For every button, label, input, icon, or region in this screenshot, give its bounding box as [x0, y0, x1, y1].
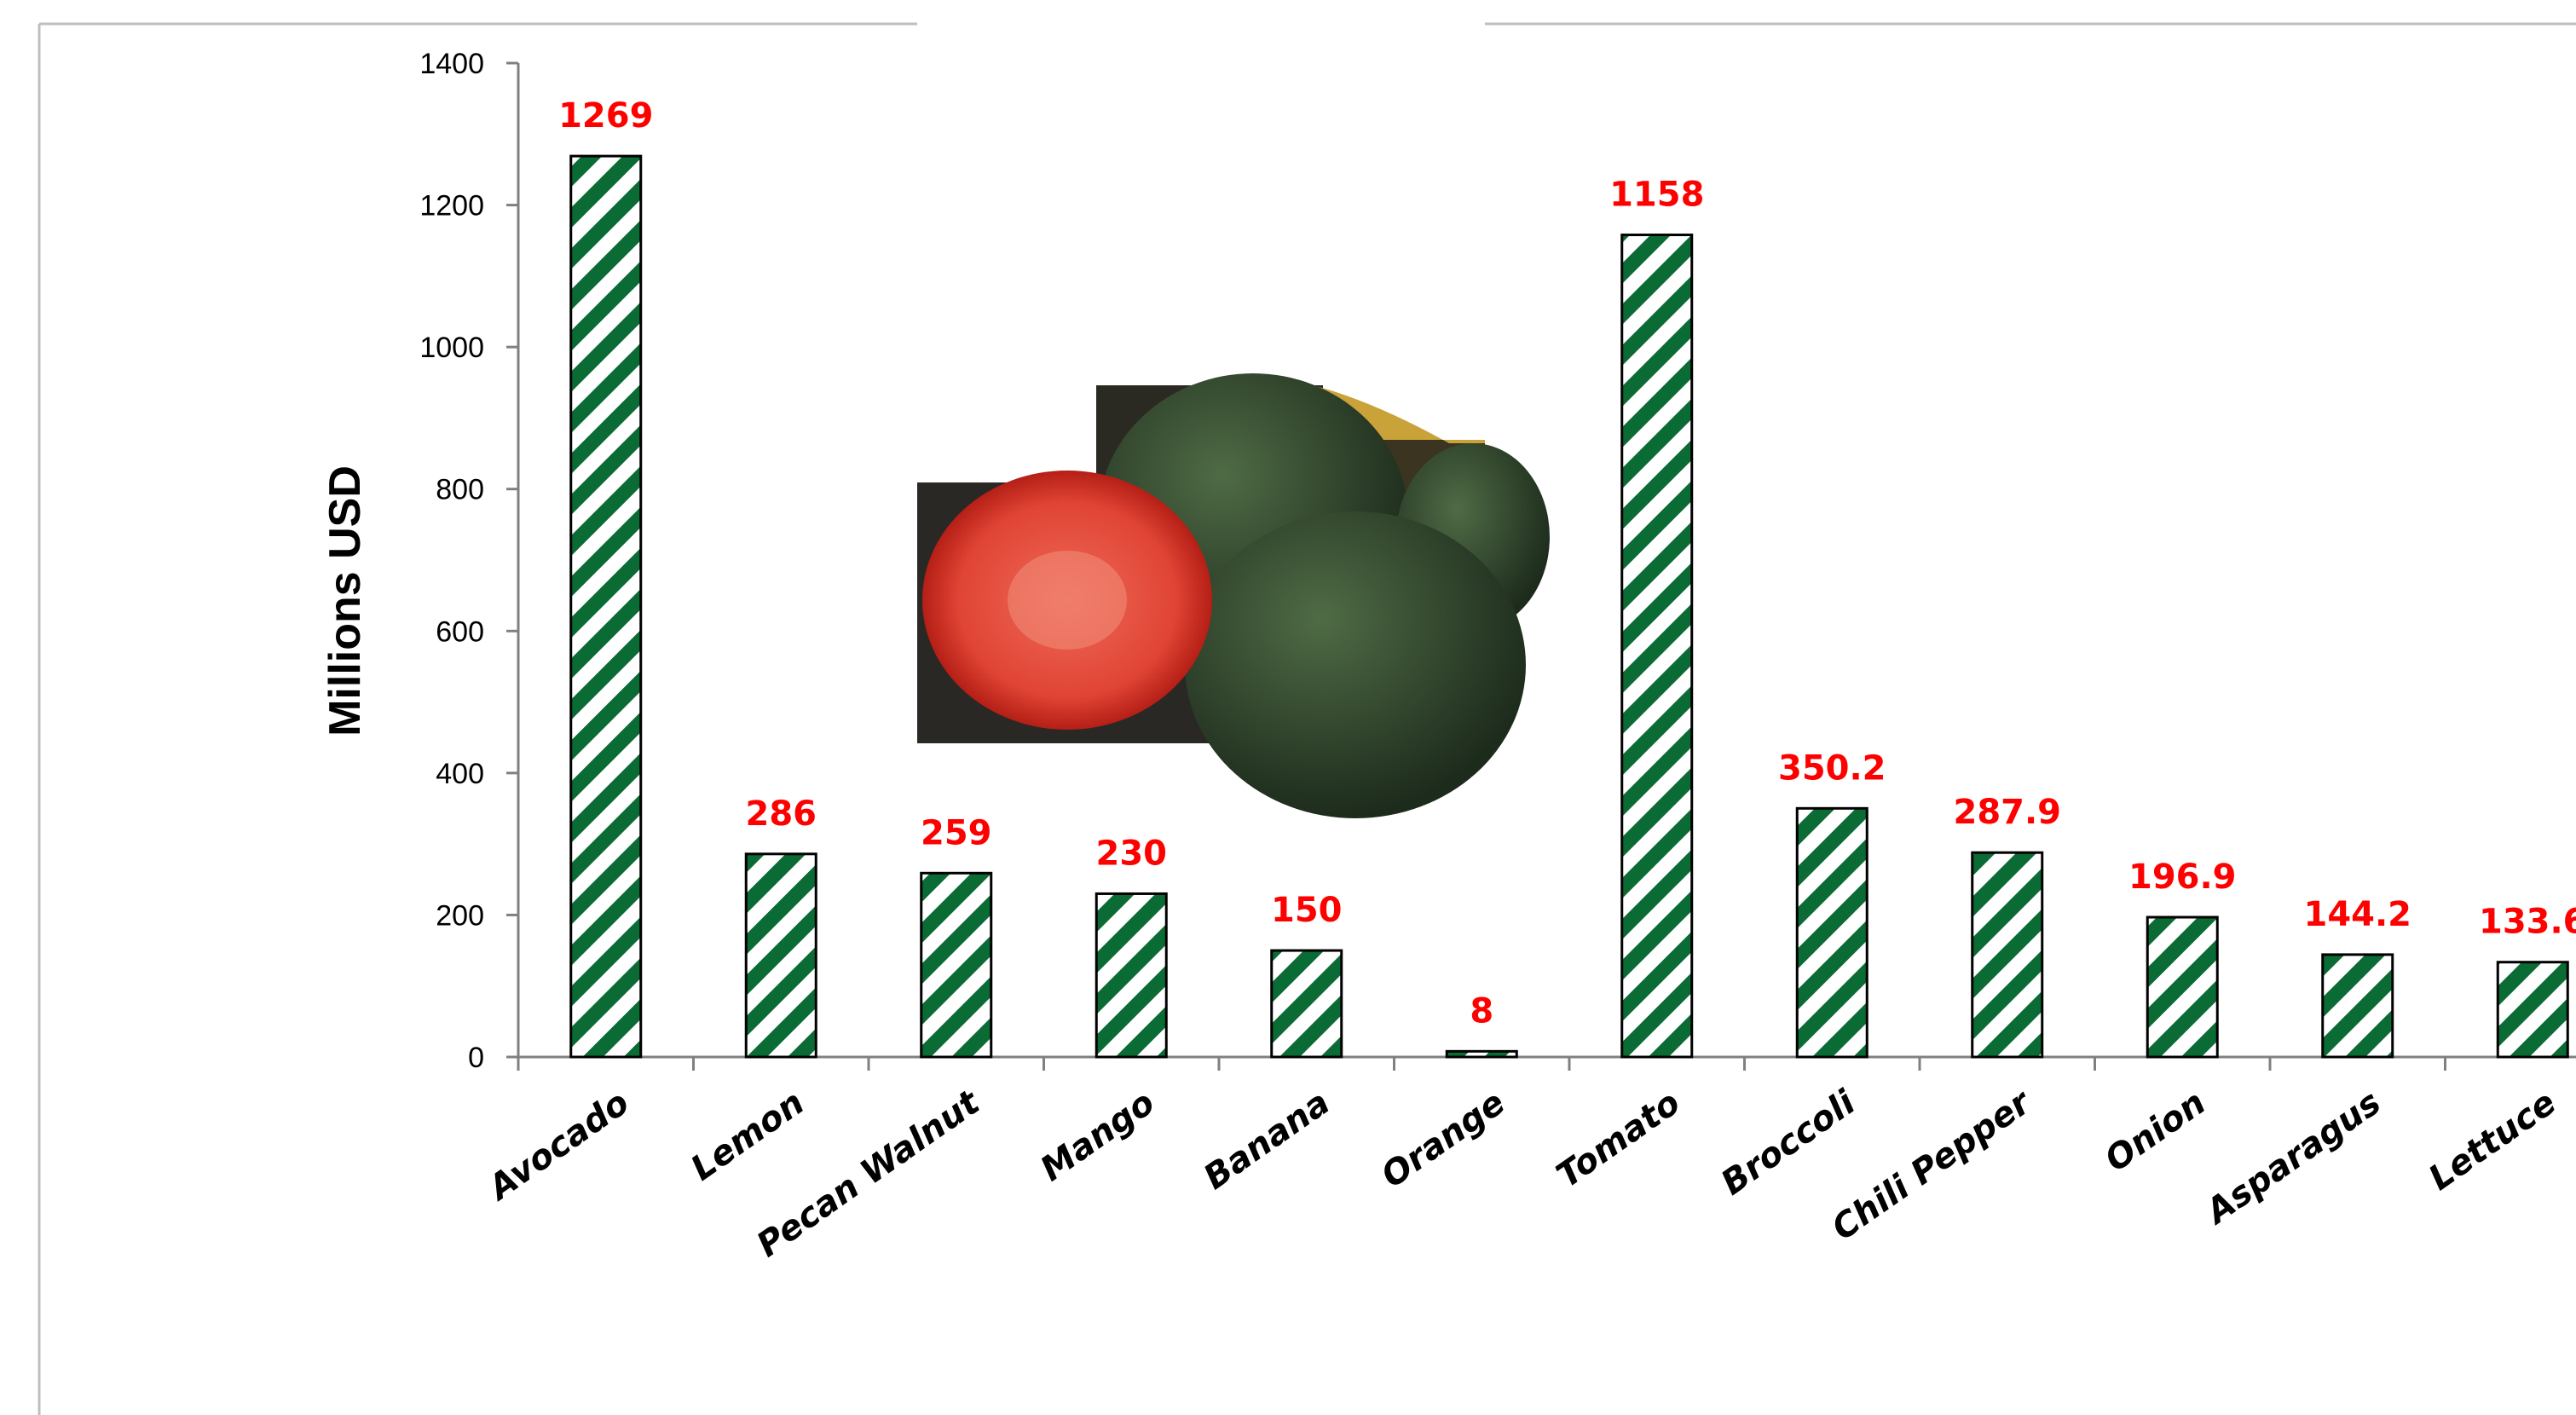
inset-photo: [917, 373, 1550, 818]
category-label: Lettuce: [2422, 1083, 2563, 1198]
bar-avocado: [569, 154, 643, 1059]
category-label: Chili Pepper: [1825, 1082, 2039, 1248]
y-tick-label: 1400: [419, 48, 484, 80]
bar-orange: [1445, 1049, 1518, 1059]
bar-tomato: [1620, 234, 1694, 1059]
category-label: Asparagus: [2198, 1083, 2388, 1233]
category-label: Broccoli: [1714, 1083, 1863, 1204]
data-label: 150: [1271, 891, 1343, 930]
data-label: 144.2: [2303, 895, 2411, 934]
category-label: Tomato: [1550, 1083, 1687, 1196]
data-label: 196.9: [2128, 858, 2237, 897]
y-tick-label: 600: [436, 615, 484, 648]
bar-chili-pepper: [1971, 851, 2044, 1059]
data-label: 230: [1096, 834, 1168, 873]
y-tick-label: 200: [436, 899, 484, 932]
y-tick-label: 1000: [419, 332, 484, 364]
y-tick-label: 1200: [419, 190, 484, 222]
data-label: 1158: [1609, 176, 1704, 215]
data-label: 133.6: [2479, 903, 2576, 942]
category-label: Avocado: [480, 1083, 637, 1210]
bar-pecan-walnut: [920, 871, 993, 1059]
y-tick-label: 800: [436, 474, 484, 506]
bar-asparagus: [2321, 953, 2394, 1059]
data-label: 287.9: [1953, 793, 2061, 832]
bar-banana: [1270, 949, 1343, 1059]
data-label: 350.2: [1778, 748, 1886, 788]
data-label: 259: [921, 813, 992, 852]
data-label: 1269: [558, 96, 653, 136]
y-tick-label: 400: [436, 758, 484, 790]
bar-mango: [1095, 892, 1168, 1059]
y-axis-title: Millions USD: [321, 465, 370, 736]
bar-lemon: [744, 852, 817, 1059]
y-tick-label: 0: [468, 1042, 484, 1074]
bar-onion: [2146, 915, 2219, 1059]
category-label: Banana: [1197, 1083, 1337, 1198]
data-label: 286: [746, 794, 817, 834]
category-label: Lemon: [684, 1083, 811, 1189]
category-label: Orange: [1374, 1083, 1512, 1196]
category-label: Mango: [1034, 1083, 1162, 1190]
bar-lettuce: [2496, 961, 2569, 1059]
bar-broccoli: [1795, 806, 1868, 1059]
category-label: Onion: [2098, 1083, 2213, 1180]
data-label: 8: [1470, 991, 1493, 1031]
